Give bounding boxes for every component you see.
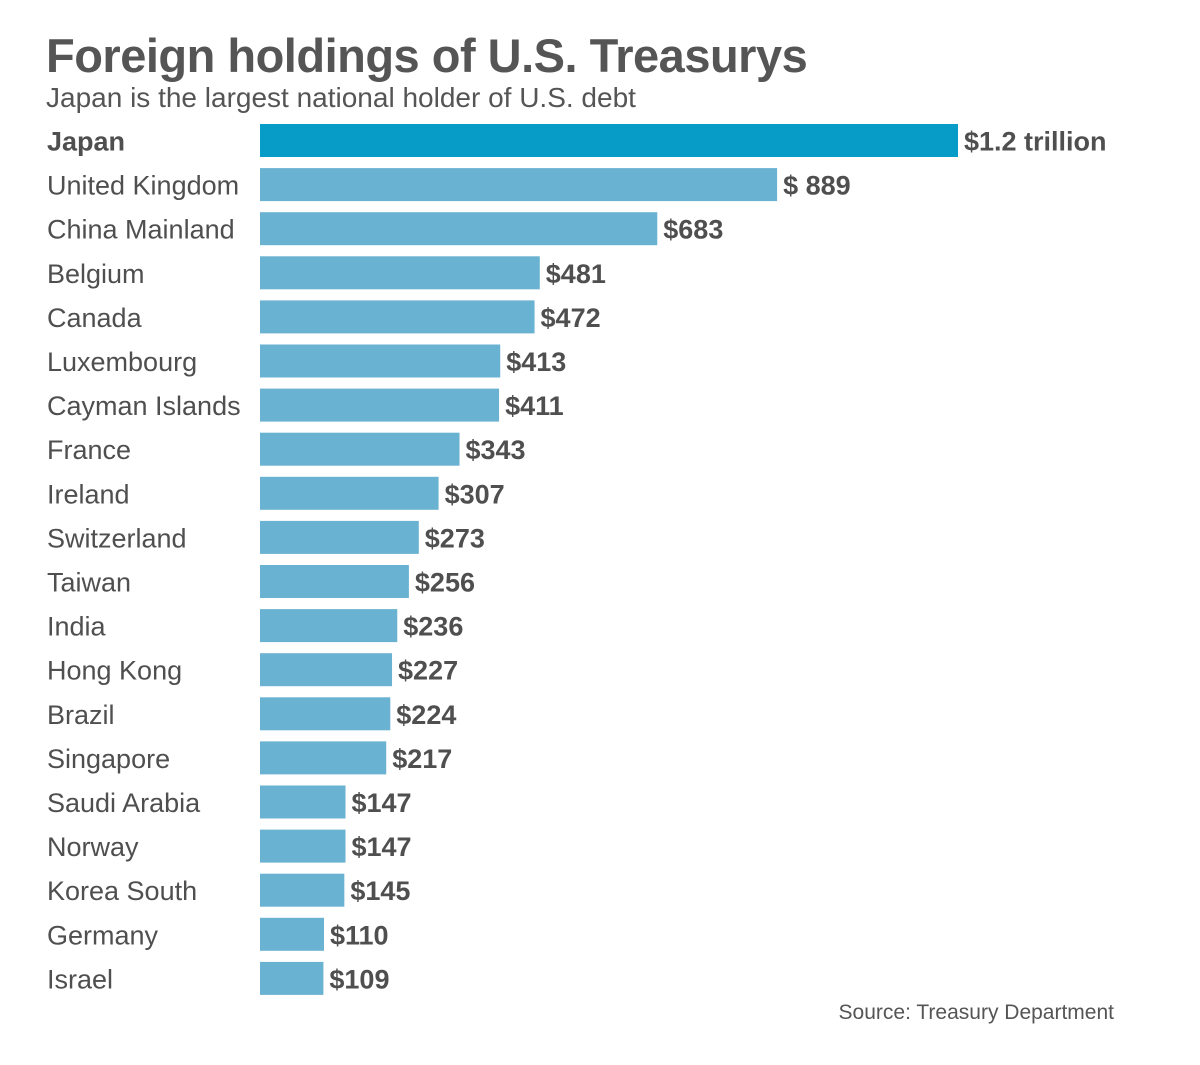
bar-taiwan [260, 565, 409, 598]
source-note: Source: Treasury Department [838, 1001, 1114, 1024]
value-label-luxembourg: $413 [506, 347, 566, 377]
category-label-luxembourg: Luxembourg [47, 347, 197, 377]
category-label-taiwan: Taiwan [47, 568, 131, 598]
bar-india [260, 609, 398, 643]
category-label-norway: Norway [47, 832, 139, 862]
value-label-china-mainland: $683 [663, 215, 723, 245]
bar-hong-kong [260, 653, 393, 687]
bar-saudi-arabia [260, 785, 346, 819]
bar-france [260, 432, 460, 466]
bar-germany [260, 917, 324, 951]
category-label-saudi-arabia: Saudi Arabia [47, 788, 201, 818]
category-label-japan: Japan [47, 127, 125, 157]
chart-subtitle: Japan is the largest national holder of … [46, 82, 636, 113]
bar-united-kingdom [260, 168, 778, 202]
value-label-brazil: $224 [396, 700, 456, 730]
category-label-hong-kong: Hong Kong [47, 656, 182, 686]
bar-ireland [260, 476, 439, 510]
value-label-hong-kong: $227 [398, 656, 458, 686]
value-label-cayman-islands: $411 [505, 391, 564, 421]
bar-switzerland [260, 520, 419, 554]
value-label-germany: $110 [330, 920, 389, 950]
category-label-belgium: Belgium [47, 259, 145, 289]
category-label-china-mainland: China Mainland [47, 215, 235, 245]
category-label-korea-south: Korea South [47, 876, 197, 906]
bar-brazil [260, 697, 391, 731]
category-label-singapore: Singapore [47, 744, 170, 774]
bar-norway [260, 829, 346, 863]
value-label-japan: $1.2 trillion [964, 127, 1107, 157]
value-label-korea-south: $145 [350, 876, 410, 906]
category-label-germany: Germany [47, 920, 159, 950]
value-label-norway: $147 [352, 832, 412, 862]
value-label-ireland: $307 [445, 479, 505, 509]
bar-korea-south [260, 873, 345, 907]
category-label-india: India [47, 612, 107, 642]
bar-canada [260, 300, 535, 334]
category-label-cayman-islands: Cayman Islands [47, 391, 241, 421]
chart-title: Foreign holdings of U.S. Treasurys [46, 29, 808, 82]
bar-israel [260, 961, 324, 995]
category-label-brazil: Brazil [47, 700, 115, 730]
value-label-saudi-arabia: $147 [352, 788, 412, 818]
value-label-france: $343 [466, 435, 526, 465]
category-label-united-kingdom: United Kingdom [47, 171, 239, 201]
category-label-canada: Canada [47, 303, 143, 333]
bar-belgium [260, 256, 540, 290]
category-label-ireland: Ireland [47, 479, 130, 509]
bar-singapore [260, 741, 387, 775]
value-label-india: $236 [403, 612, 463, 642]
category-label-israel: Israel [47, 964, 113, 994]
value-label-israel: $109 [329, 964, 389, 994]
bar-japan [260, 124, 958, 157]
value-label-canada: $472 [541, 303, 601, 333]
bar-cayman-islands [260, 388, 500, 422]
value-label-united-kingdom: $ 889 [783, 171, 851, 201]
value-label-belgium: $481 [546, 259, 606, 289]
value-label-singapore: $217 [392, 744, 452, 774]
bar-luxembourg [260, 344, 501, 378]
category-label-france: France [47, 435, 131, 465]
bar-china-mainland [260, 212, 658, 246]
value-label-switzerland: $273 [425, 523, 485, 553]
category-label-switzerland: Switzerland [47, 523, 187, 553]
value-label-taiwan: $256 [415, 568, 475, 598]
